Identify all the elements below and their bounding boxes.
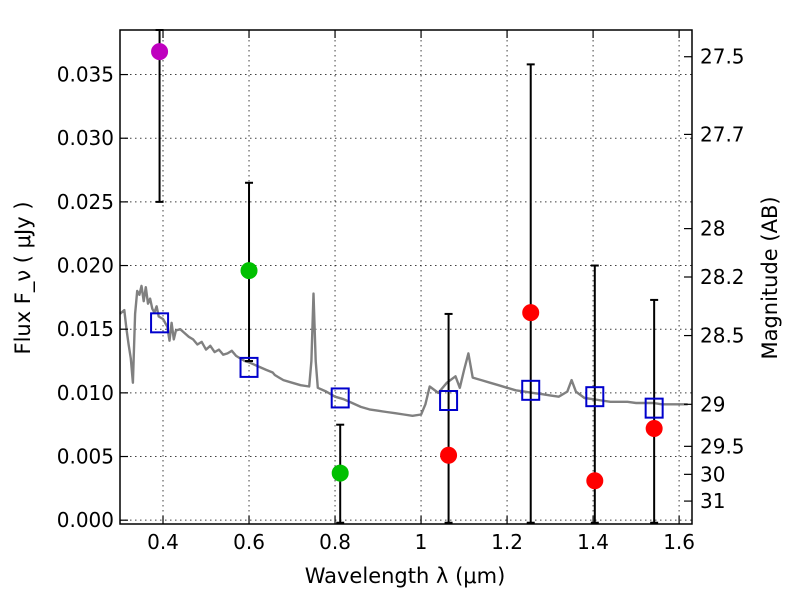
magnitude-tick-label: 30 [700, 462, 725, 486]
y-tick-label: 0.005 [57, 445, 114, 469]
y-tick-label: 0.030 [57, 126, 114, 150]
x-tick-label: 0.4 [147, 530, 179, 554]
grid-lines [120, 30, 692, 524]
x-tick-label: 1.2 [491, 530, 523, 554]
y-tick-label: 0.035 [57, 63, 114, 87]
magnitude-tick-label: 27.5 [700, 45, 745, 69]
model-photometry-square [330, 387, 350, 409]
y-tick-label: 0.020 [57, 254, 114, 278]
magnitude-tick-label: 31 [700, 489, 725, 513]
plot-frame [119, 29, 693, 525]
magnitude-tick-label: 27.7 [700, 122, 745, 146]
x-tick-labels: 0.4 0.6 0.8 1 1.2 1.4 1.6 [147, 530, 695, 554]
x-tick-label: 0.8 [319, 530, 351, 554]
model-photometry-square [150, 312, 170, 334]
error-bars [155, 29, 659, 524]
y-tick-label: 0.025 [57, 190, 114, 214]
model-photometry-markers [150, 312, 664, 419]
observed-photometry-points [151, 43, 663, 490]
observed-point [522, 304, 540, 322]
magnitude-tick-labels: 27.5 27.7 28 28.2 28.5 29 29.5 30 31 [700, 45, 745, 513]
x-tick-label: 1.6 [663, 530, 695, 554]
axis-ticks [120, 30, 692, 524]
model-photometry-square [521, 379, 541, 401]
x-tick-label: 0.6 [233, 530, 265, 554]
magnitude-tick-label: 28.2 [700, 265, 745, 289]
observed-point [645, 420, 663, 438]
magnitude-tick-label: 28 [700, 217, 725, 241]
observed-point [586, 472, 604, 490]
observed-point [331, 464, 349, 482]
model-photometry-square [644, 397, 664, 419]
y-axis-label: Flux F_ν ( μJy ) [11, 201, 36, 354]
magnitude-tick-label: 29 [700, 392, 725, 416]
y-tick-label: 0.010 [57, 381, 114, 405]
y-tick-labels: 0.000 0.005 0.010 0.015 0.020 0.025 0.030 0.035 [57, 63, 114, 533]
magnitude-tick-label: 28.5 [700, 324, 745, 348]
magnitude-tick-label: 29.5 [700, 434, 745, 458]
model-photometry-square [585, 386, 605, 408]
right-axis-label: Magnitude (AB) [758, 196, 782, 359]
x-axis-label: Wavelength λ (μm) [305, 564, 506, 588]
observed-point [151, 43, 169, 61]
y-tick-label: 0.015 [57, 317, 114, 341]
x-tick-label: 1 [415, 530, 428, 554]
model-photometry-square [439, 390, 459, 411]
model-photometry-square [239, 356, 259, 378]
observed-point [440, 446, 458, 464]
y-tick-label: 0.000 [57, 508, 114, 532]
x-tick-label: 1.4 [577, 530, 609, 554]
observed-point [240, 262, 258, 280]
